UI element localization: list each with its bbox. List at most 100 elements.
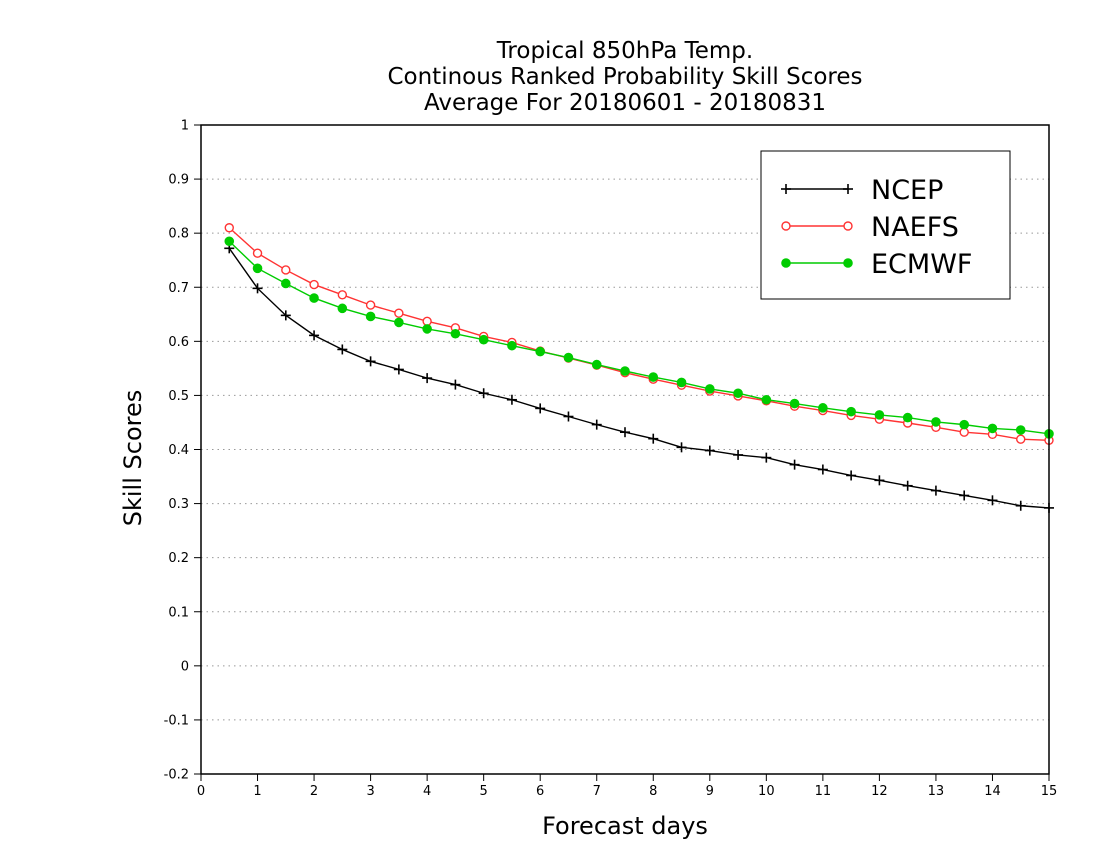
- legend-label-naefs: NAEFS: [871, 212, 959, 243]
- point-ncep-2: [280, 310, 291, 321]
- point-ncep-15: [648, 433, 659, 444]
- point-ncep-11: [535, 403, 546, 414]
- y-tick-label-6: 0.4: [168, 443, 189, 458]
- x-tick-label-6: 6: [536, 784, 544, 799]
- point-ecmwf-16: [676, 377, 687, 388]
- point-ncep-7: [422, 373, 433, 384]
- x-tick-label-12: 12: [871, 784, 888, 799]
- point-ecmwf-2: [281, 278, 291, 289]
- legend-marker-start-naefs: [781, 221, 791, 231]
- x-tick-label-4: 4: [423, 784, 431, 799]
- point-naefs-5: [365, 300, 376, 310]
- point-ecmwf-6: [394, 317, 404, 328]
- point-ncep-1: [252, 283, 263, 294]
- y-tick-label-7: 0.5: [168, 389, 189, 404]
- y-tick-label-4: 0.2: [168, 551, 189, 566]
- x-tick-label-0: 0: [197, 784, 205, 799]
- series-ecmwf: [224, 236, 1054, 439]
- point-ecmwf-12: [563, 352, 574, 363]
- legend-marker-start-ecmwf: [781, 258, 791, 268]
- point-naefs-4: [337, 290, 348, 300]
- plot-area-frame: [200, 124, 1050, 775]
- point-ecmwf-7: [422, 324, 432, 334]
- point-naefs-2: [281, 265, 291, 275]
- point-ncep-17: [704, 445, 715, 456]
- point-ecmwf-19: [761, 394, 772, 405]
- point-ecmwf-11: [535, 346, 546, 357]
- point-ncep-16: [676, 442, 687, 453]
- legend-box: [760, 150, 1011, 300]
- y-tick-label-11: 0.9: [168, 173, 189, 188]
- y-tick-label-10: 0.8: [168, 227, 189, 242]
- chart-title-line-2: Continous Ranked Probability Skill Score…: [387, 64, 862, 90]
- point-ncep-25: [930, 485, 941, 496]
- point-naefs-28: [1016, 434, 1026, 444]
- point-ncep-22: [846, 470, 857, 481]
- point-ncep-4: [337, 344, 348, 355]
- point-ncep-6: [393, 364, 404, 375]
- x-tick-label-1: 1: [253, 784, 261, 799]
- point-ncep-5: [365, 356, 376, 367]
- chart-title-line-3: Average For 20180601 - 20180831: [424, 90, 826, 116]
- point-ecmwf-17: [705, 384, 715, 394]
- y-tick-label-1: -0.1: [164, 713, 189, 728]
- y-tick-label-12: 1: [181, 119, 189, 134]
- point-ecmwf-14: [620, 366, 630, 376]
- point-ecmwf-24: [902, 412, 913, 423]
- point-ecmwf-21: [818, 403, 828, 413]
- point-ncep-13: [591, 419, 602, 430]
- legend-marker-end-ncep: [843, 184, 853, 194]
- point-naefs-1: [252, 248, 263, 258]
- y-tick-label-8: 0.6: [168, 335, 189, 350]
- data-series: [224, 223, 1054, 513]
- point-ncep-28: [1015, 500, 1026, 511]
- point-ncep-12: [563, 411, 574, 422]
- point-naefs-3: [309, 279, 319, 290]
- point-ncep-3: [309, 330, 320, 341]
- point-ecmwf-0: [224, 236, 235, 247]
- y-tick-label-3: 0.1: [168, 605, 189, 620]
- point-ncep-10: [506, 394, 517, 405]
- x-tick-label-13: 13: [928, 784, 945, 799]
- point-ecmwf-23: [874, 410, 885, 420]
- x-tick-label-9: 9: [706, 784, 714, 799]
- point-ecmwf-28: [1015, 425, 1026, 435]
- point-ncep-27: [987, 495, 998, 506]
- axes: -0.2-0.100.10.20.30.40.50.60.70.80.910 1 2…: [164, 119, 1058, 800]
- point-ecmwf-20: [789, 398, 800, 409]
- x-tick-label-7: 7: [593, 784, 601, 799]
- point-naefs-6: [394, 308, 404, 318]
- legend-marker-start-ncep: [781, 184, 791, 194]
- legend-label-ncep: NCEP: [871, 175, 943, 206]
- point-ecmwf-10: [507, 340, 517, 351]
- point-ecmwf-4: [337, 303, 348, 314]
- point-ncep-26: [959, 490, 970, 501]
- x-tick-label-5: 5: [480, 784, 488, 799]
- point-ncep-23: [874, 475, 885, 486]
- point-ecmwf-22: [846, 406, 856, 417]
- chart-title: Tropical 850hPa Temp. Continous Ranked P…: [387, 38, 862, 116]
- point-ecmwf-15: [648, 372, 659, 382]
- point-ecmwf-3: [309, 293, 319, 303]
- y-tick-label-2: 0: [181, 659, 189, 674]
- y-tick-label-0: -0.2: [164, 768, 189, 783]
- point-ecmwf-1: [252, 263, 263, 274]
- point-ecmwf-5: [365, 311, 376, 322]
- point-ncep-24: [902, 480, 913, 491]
- point-ncep-8: [450, 379, 461, 390]
- point-ecmwf-13: [591, 359, 602, 370]
- point-naefs-0: [224, 223, 234, 233]
- y-axis-label: Skill Scores: [119, 390, 147, 527]
- point-ncep-19: [761, 452, 772, 463]
- point-ncep-14: [620, 427, 630, 438]
- x-tick-label-14: 14: [984, 784, 1001, 799]
- series-line-naefs: [228, 227, 1050, 442]
- y-tick-label-9: 0.7: [168, 281, 189, 296]
- point-ncep-21: [817, 464, 828, 475]
- series-line-ncep: [228, 247, 1050, 509]
- x-tick-label-3: 3: [366, 784, 374, 799]
- point-ecmwf-25: [931, 417, 941, 427]
- x-tick-label-15: 15: [1041, 784, 1058, 799]
